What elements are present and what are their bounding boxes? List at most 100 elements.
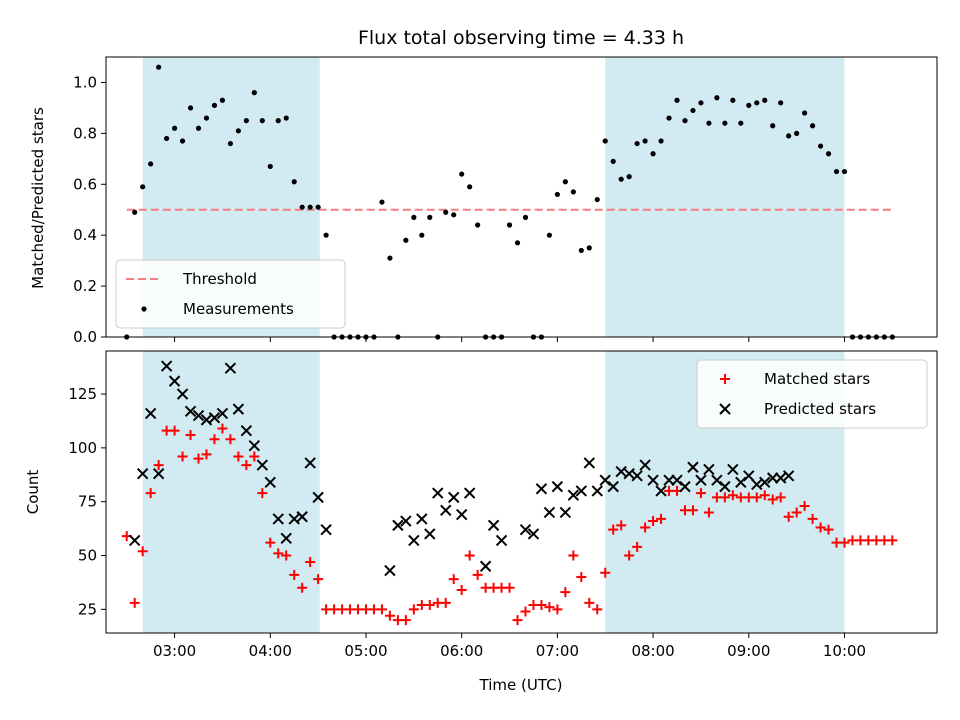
matched-point [576,572,587,583]
matched-point [632,541,643,552]
predicted-point [424,528,436,540]
x-tick-label: 09:00 [727,642,770,660]
matched-point [289,569,300,580]
measurement-point [379,199,385,205]
y-tick-label: 100 [68,439,97,457]
predicted-point [719,480,731,493]
predicted-point [400,515,412,527]
matched-point [169,425,180,436]
legend-matched-swatch [720,374,730,384]
matched-point [536,600,547,611]
y-tick-label: 0.0 [73,328,97,346]
predicted-point [264,476,276,489]
predicted-point [160,360,173,372]
predicted-point [615,465,627,478]
predicted-point [687,461,699,473]
legend-measurement-swatch [141,306,147,312]
predicted-point [208,412,221,424]
predicted-point [455,508,468,521]
matched-point [767,494,778,505]
measurement-point [148,161,154,167]
predicted-point [599,474,611,486]
predicted-point [144,407,157,420]
matched-point [887,535,898,546]
matched-point [217,423,228,434]
matched-point [376,604,387,615]
y-tick-label: 75 [78,493,97,511]
predicted-point [671,474,683,486]
legend-label-series: Measurements [183,300,294,318]
measurement-point [562,179,568,185]
plot-frame [105,56,938,338]
measurement-point [666,115,672,121]
measurement-point [586,245,592,251]
predicted-point [288,513,300,525]
matched-point [791,507,802,518]
matched-point [440,597,451,608]
measurement-point [283,115,289,121]
measurement-point [714,95,720,101]
measurement-point [626,174,632,180]
x-tick-label: 10:00 [823,642,866,660]
predicted-point [216,407,229,420]
predicted-point [176,388,189,400]
measurement-point [259,118,265,124]
matched-point [616,520,627,531]
matched-point [600,567,611,578]
y-tick-label: 0.6 [73,175,97,193]
matched-point [807,513,818,524]
y-axis-label-top: Matched/Predicted stars [29,107,47,289]
measurement-point [833,168,840,175]
predicted-point [296,511,308,523]
y-tick-label: 0.8 [73,124,97,142]
measurement-point [546,232,553,238]
predicted-point [200,414,213,426]
predicted-point [591,485,603,497]
predicted-point [312,491,324,504]
predicted-point [152,467,165,480]
measurement-point [451,212,457,218]
predicted-point [304,457,316,469]
predicted-point [647,474,659,486]
measurement-point [211,102,218,108]
measurement-point [307,204,313,210]
matched-point [839,537,850,548]
matched-point [297,582,308,593]
measurement-point [817,143,824,149]
matched-point [799,500,810,511]
y-tick-label: 25 [78,600,97,618]
predicted-point [774,472,787,484]
matched-point [815,522,826,533]
matched-point [448,574,459,585]
top-panel-ratio: 0.0 0.2 0.4 0.6 0.8 1.0 Threshold Measurements [73,56,938,346]
matched-point [624,550,635,561]
measurement-point [786,133,792,139]
matched-point [568,550,579,561]
x-tick-label: 04:00 [249,642,292,660]
matched-point [201,449,212,460]
predicted-point [224,362,237,374]
y-tick-label: 0.2 [73,277,97,295]
measurement-point [299,204,305,210]
measurement-point [275,118,281,124]
matched-point [257,488,268,499]
matched-point [241,460,252,471]
matched-point [265,537,276,548]
predicted-point [479,560,492,572]
measurement-point [467,184,473,190]
bottom-panel-counts: 03:00 04:00 05:00 06:00 07:00 08:00 09:00 10:00… [68,350,938,660]
measurement-point [570,189,576,195]
measurement-point [802,110,808,116]
matched-point [687,505,698,516]
measurement-point [770,123,776,129]
matched-point [584,597,595,608]
measurement-point [132,209,138,215]
x-tick-label: 05:00 [344,642,387,660]
predicted-point [631,470,643,482]
matched-point [512,615,523,626]
predicted-point [272,513,284,525]
y-tick-label: 1.0 [73,73,97,91]
measurement-point [698,100,704,106]
predicted-point [703,463,715,476]
measurement-point [514,240,521,246]
